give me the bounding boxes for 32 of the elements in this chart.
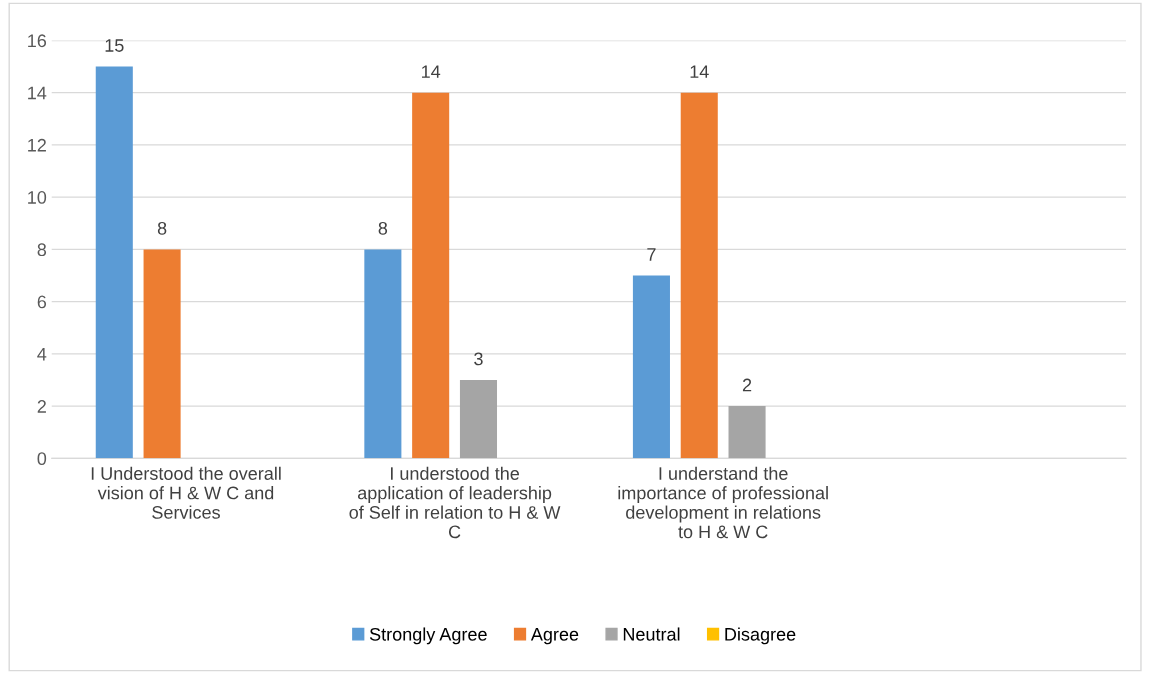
bar	[143, 249, 181, 459]
y-tick-label: 12	[28, 138, 46, 152]
bar	[632, 275, 670, 459]
y-tick-label: 10	[28, 191, 47, 204]
bar	[95, 66, 133, 459]
legend-label: Agree	[530, 628, 579, 645]
x-tick-label: I Understood the overall vision of H & W C and Services	[91, 466, 281, 519]
data-label: 7	[647, 248, 656, 261]
data-label: 14	[690, 65, 709, 78]
bar	[412, 92, 450, 459]
data-label: 14	[422, 65, 441, 78]
y-tick-label: 0	[37, 452, 47, 466]
bar	[680, 92, 718, 459]
bar	[728, 406, 766, 459]
legend-label: Strongly Agree	[369, 627, 487, 645]
y-tick-label: 2	[37, 400, 46, 413]
data-label: 15	[105, 39, 124, 52]
data-label: 3	[474, 352, 483, 366]
legend-label: Neutral	[623, 627, 680, 641]
y-tick-label: 6	[37, 295, 47, 309]
bar	[459, 379, 498, 459]
data-label: 8	[157, 221, 167, 235]
y-tick-label: 4	[37, 347, 47, 361]
legend-label: Disagree	[725, 627, 796, 645]
data-label: 2	[742, 378, 752, 392]
bar	[364, 249, 402, 459]
y-tick-label: 14	[28, 86, 47, 100]
x-tick-label: I understand the importance of professional development in relations to H & W C	[618, 466, 828, 539]
y-tick-label: 16	[28, 34, 47, 48]
y-tick-label: 8	[37, 243, 47, 257]
data-label: 8	[378, 221, 388, 235]
x-tick-label: I understood the application of leadership of Self in relation to H & W C	[349, 466, 561, 539]
